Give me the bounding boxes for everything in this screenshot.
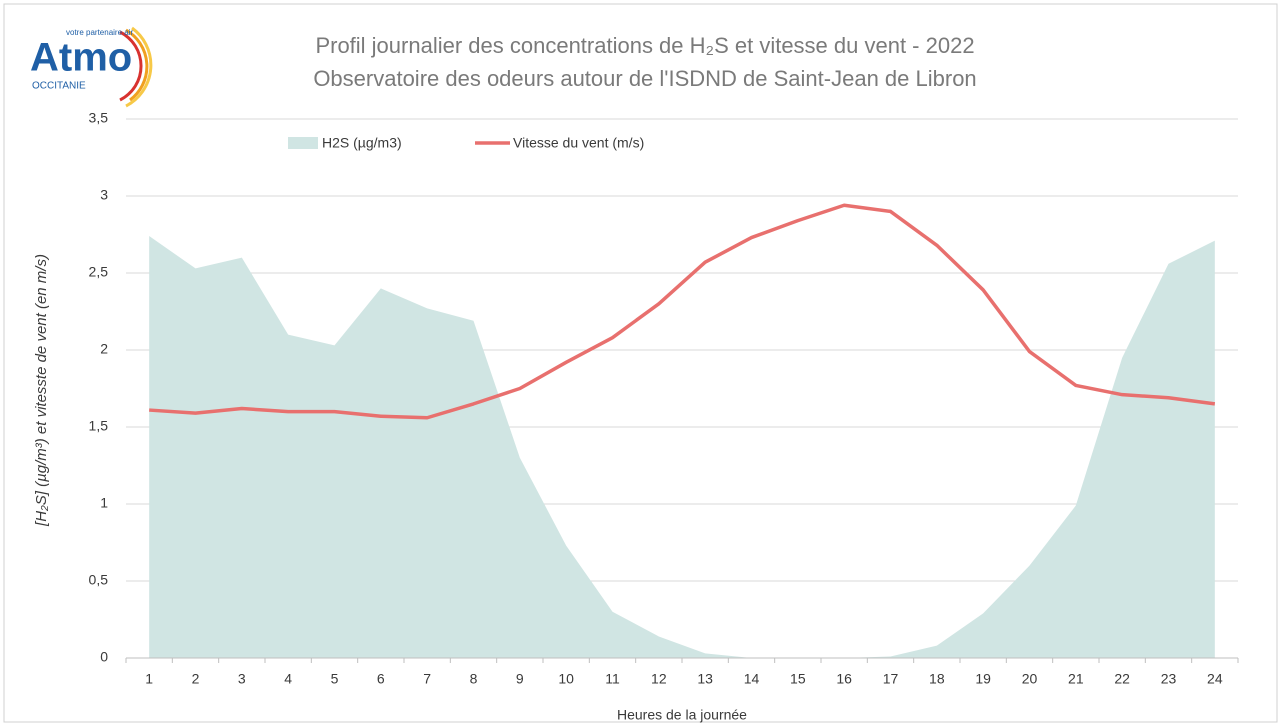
x-tick-label: 14 [744,671,760,687]
x-tick-label: 16 [836,671,852,687]
x-tick-label: 12 [651,671,667,687]
y-tick-label: 0 [100,649,108,665]
legend-swatch [288,137,318,149]
x-tick-label: 22 [1114,671,1130,687]
x-tick-label: 21 [1068,671,1084,687]
x-tick-label: 10 [558,671,574,687]
y-tick-label: 3 [100,187,108,203]
x-tick-label: 4 [284,671,292,687]
logo-arc [125,28,149,102]
logo-arc [119,30,143,102]
logo-arc [125,26,153,108]
chart-title: Profil journalier des concentrations de … [315,33,974,58]
y-tick-label: 1,5 [89,418,109,434]
x-tick-label: 8 [470,671,478,687]
x-tick-label: 7 [423,671,431,687]
line [149,203,1216,420]
x-tick-label: 9 [516,671,524,687]
x-axis-title: Heures de la journée [617,707,747,723]
x-tick-label: 6 [377,671,385,687]
x-tick-label: 5 [331,671,339,687]
x-tick-label: 18 [929,671,945,687]
y-axis-title: [H₂S] (µg/m³) et vitesste de vent (en m/… [33,254,50,527]
x-tick-label: 11 [605,671,620,687]
x-tick-label: 19 [975,671,991,687]
y-tick-label: 2,5 [89,264,109,280]
logo: Atmo votre partenaire air OCCITANIE [30,26,153,108]
area [149,236,1215,659]
logo-tagline: votre partenaire air [66,28,133,37]
x-tick-label: 17 [883,671,899,687]
x-tick-label: 15 [790,671,806,687]
x-tick-label: 24 [1207,671,1223,687]
y-tick-label: 0,5 [89,572,109,588]
x-tick-label: 23 [1161,671,1177,687]
x-tick-label: 2 [192,671,200,687]
x-tick-label: 3 [238,671,246,687]
legend-label: Vitesse du vent (m/s) [513,135,644,151]
legend-label: H2S (µg/m3) [322,135,402,151]
x-tick-label: 20 [1022,671,1038,687]
y-tick-label: 2 [100,341,108,357]
logo-region: OCCITANIE [32,81,86,92]
chart-subtitle: Observatoire des odeurs autour de l'ISDN… [313,66,976,91]
logo-name: Atmo [30,36,132,80]
y-tick-label: 3,5 [89,110,109,126]
x-tick-label: 1 [145,671,153,687]
y-tick-label: 1 [100,495,108,511]
x-tick-label: 13 [697,671,713,687]
